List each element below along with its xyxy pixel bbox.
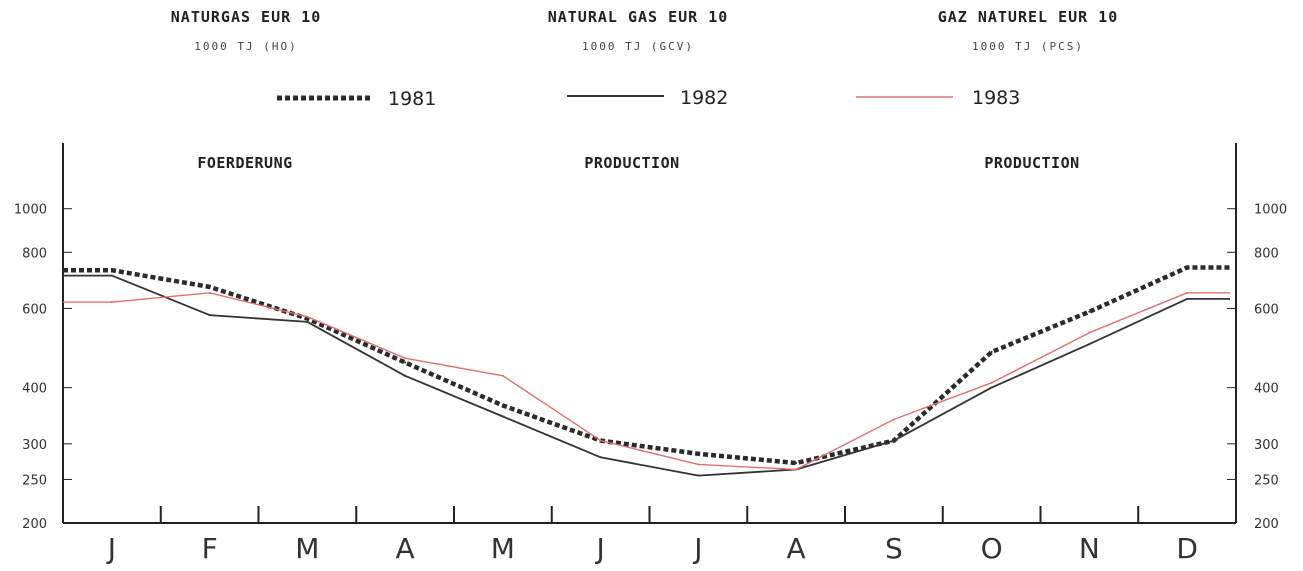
data-point-1983 — [110, 301, 113, 304]
data-point-1981 — [501, 404, 504, 407]
data-point-1981 — [306, 317, 309, 320]
data-point-1982 — [208, 314, 211, 317]
section-label-french: PRODUCTION — [984, 154, 1079, 172]
data-point-1982 — [501, 415, 504, 418]
legend-label-1981: 1981 — [388, 88, 436, 110]
data-point-1983 — [697, 463, 700, 466]
y-tick-label-left: 600 — [22, 302, 47, 317]
data-point-1983 — [1186, 291, 1189, 294]
y-tick-label-right: 300 — [1254, 438, 1279, 453]
data-point-1983 — [208, 291, 211, 294]
series-line-1981 — [63, 265, 1230, 466]
header-unit: 1000 TJ (HO) — [194, 40, 298, 53]
data-point-1982 — [599, 456, 602, 459]
header-title: GAZ NATUREL EUR 10 — [937, 8, 1119, 26]
y-tick-label-left: 250 — [22, 473, 47, 488]
data-point-1981 — [208, 285, 211, 288]
y-tick-label-right: 200 — [1254, 517, 1279, 532]
series-layer — [63, 265, 1230, 477]
data-point-1981 — [1088, 310, 1091, 313]
y-tick-label-left: 200 — [22, 517, 47, 532]
x-tick-label: N — [1079, 532, 1100, 565]
data-point-1981 — [110, 269, 113, 272]
x-tick-label: O — [981, 532, 1003, 565]
axes: 200 200 250 250 300 300 400 400 600 600 800 800 1000… — [14, 143, 1287, 565]
x-tick-label: A — [396, 532, 415, 565]
header-title: NATURAL GAS EUR 10 — [547, 8, 729, 26]
header-unit: 1000 TJ (GCV) — [581, 40, 695, 53]
data-point-1983 — [501, 374, 504, 377]
data-point-1982 — [404, 374, 407, 377]
section-label-german: FOERDERUNG — [197, 154, 292, 172]
header-german: NATURGAS EUR 10 1000 TJ (HO) — [66, 0, 426, 53]
data-point-1981 — [404, 361, 407, 364]
data-point-1981 — [697, 452, 700, 455]
header-french: GAZ NATUREL EUR 10 1000 TJ (PCS) — [848, 0, 1208, 53]
series-line-1982 — [63, 274, 1230, 477]
data-point-1981 — [990, 351, 993, 354]
data-point-1983 — [306, 315, 309, 318]
y-tick-label-left: 1000 — [14, 203, 47, 218]
x-tick-label: F — [202, 532, 218, 565]
data-point-1983 — [599, 439, 602, 442]
data-point-1982 — [1186, 297, 1189, 300]
header-english: NATURAL GAS EUR 10 1000 TJ (GCV) — [458, 0, 818, 53]
y-tick-label-left: 300 — [22, 438, 47, 453]
legend-label-1983: 1983 — [972, 87, 1020, 109]
series-line-1983 — [63, 292, 1230, 471]
header-title: NATURGAS EUR 10 — [170, 8, 322, 26]
data-point-1982 — [697, 474, 700, 477]
data-point-1981 — [795, 461, 798, 464]
data-point-1983 — [795, 468, 798, 471]
x-tick-label: M — [491, 532, 515, 565]
legend: 1981 1982 1983 — [277, 87, 1020, 110]
x-tick-label: J — [106, 532, 116, 565]
y-tick-label-left: 800 — [22, 246, 47, 261]
y-tick-label-right: 600 — [1254, 302, 1279, 317]
y-tick-label-right: 800 — [1254, 246, 1279, 261]
data-point-1982 — [990, 386, 993, 389]
section-label-english: PRODUCTION — [584, 154, 679, 172]
x-tick-label: D — [1176, 532, 1198, 565]
y-tick-label-right: 1000 — [1254, 203, 1287, 218]
y-tick-label-left: 400 — [22, 382, 47, 397]
x-tick-label: M — [295, 532, 319, 565]
data-point-1982 — [1088, 343, 1091, 346]
data-point-1983 — [1088, 331, 1091, 334]
x-tick-label: J — [692, 532, 702, 565]
data-point-1981 — [1186, 266, 1189, 269]
x-tick-label: J — [594, 532, 604, 565]
data-point-1982 — [110, 274, 113, 277]
header-unit: 1000 TJ (PCS) — [971, 40, 1085, 53]
data-point-1983 — [990, 381, 993, 384]
x-tick-label: A — [787, 532, 806, 565]
data-point-1982 — [892, 439, 895, 442]
data-point-1982 — [306, 320, 309, 323]
legend-label-1982: 1982 — [680, 87, 728, 109]
x-tick-label: S — [885, 532, 903, 565]
data-point-1983 — [404, 357, 407, 360]
y-tick-label-right: 400 — [1254, 382, 1279, 397]
y-tick-label-right: 250 — [1254, 473, 1279, 488]
data-point-1983 — [892, 418, 895, 421]
